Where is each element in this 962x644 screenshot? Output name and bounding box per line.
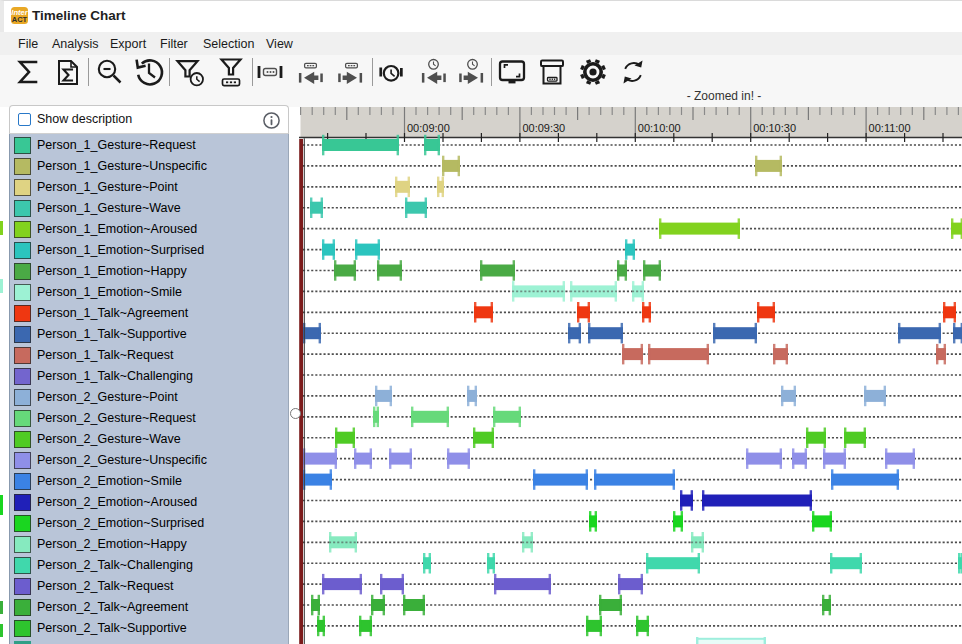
svg-text:00:09:00: 00:09:00: [407, 122, 450, 134]
svg-text:00:11:00: 00:11:00: [869, 122, 911, 134]
svg-text:00:10:30: 00:10:30: [753, 122, 796, 134]
svg-text:00:10:00: 00:10:00: [638, 122, 681, 134]
svg-text:00:09:30: 00:09:30: [522, 122, 565, 134]
